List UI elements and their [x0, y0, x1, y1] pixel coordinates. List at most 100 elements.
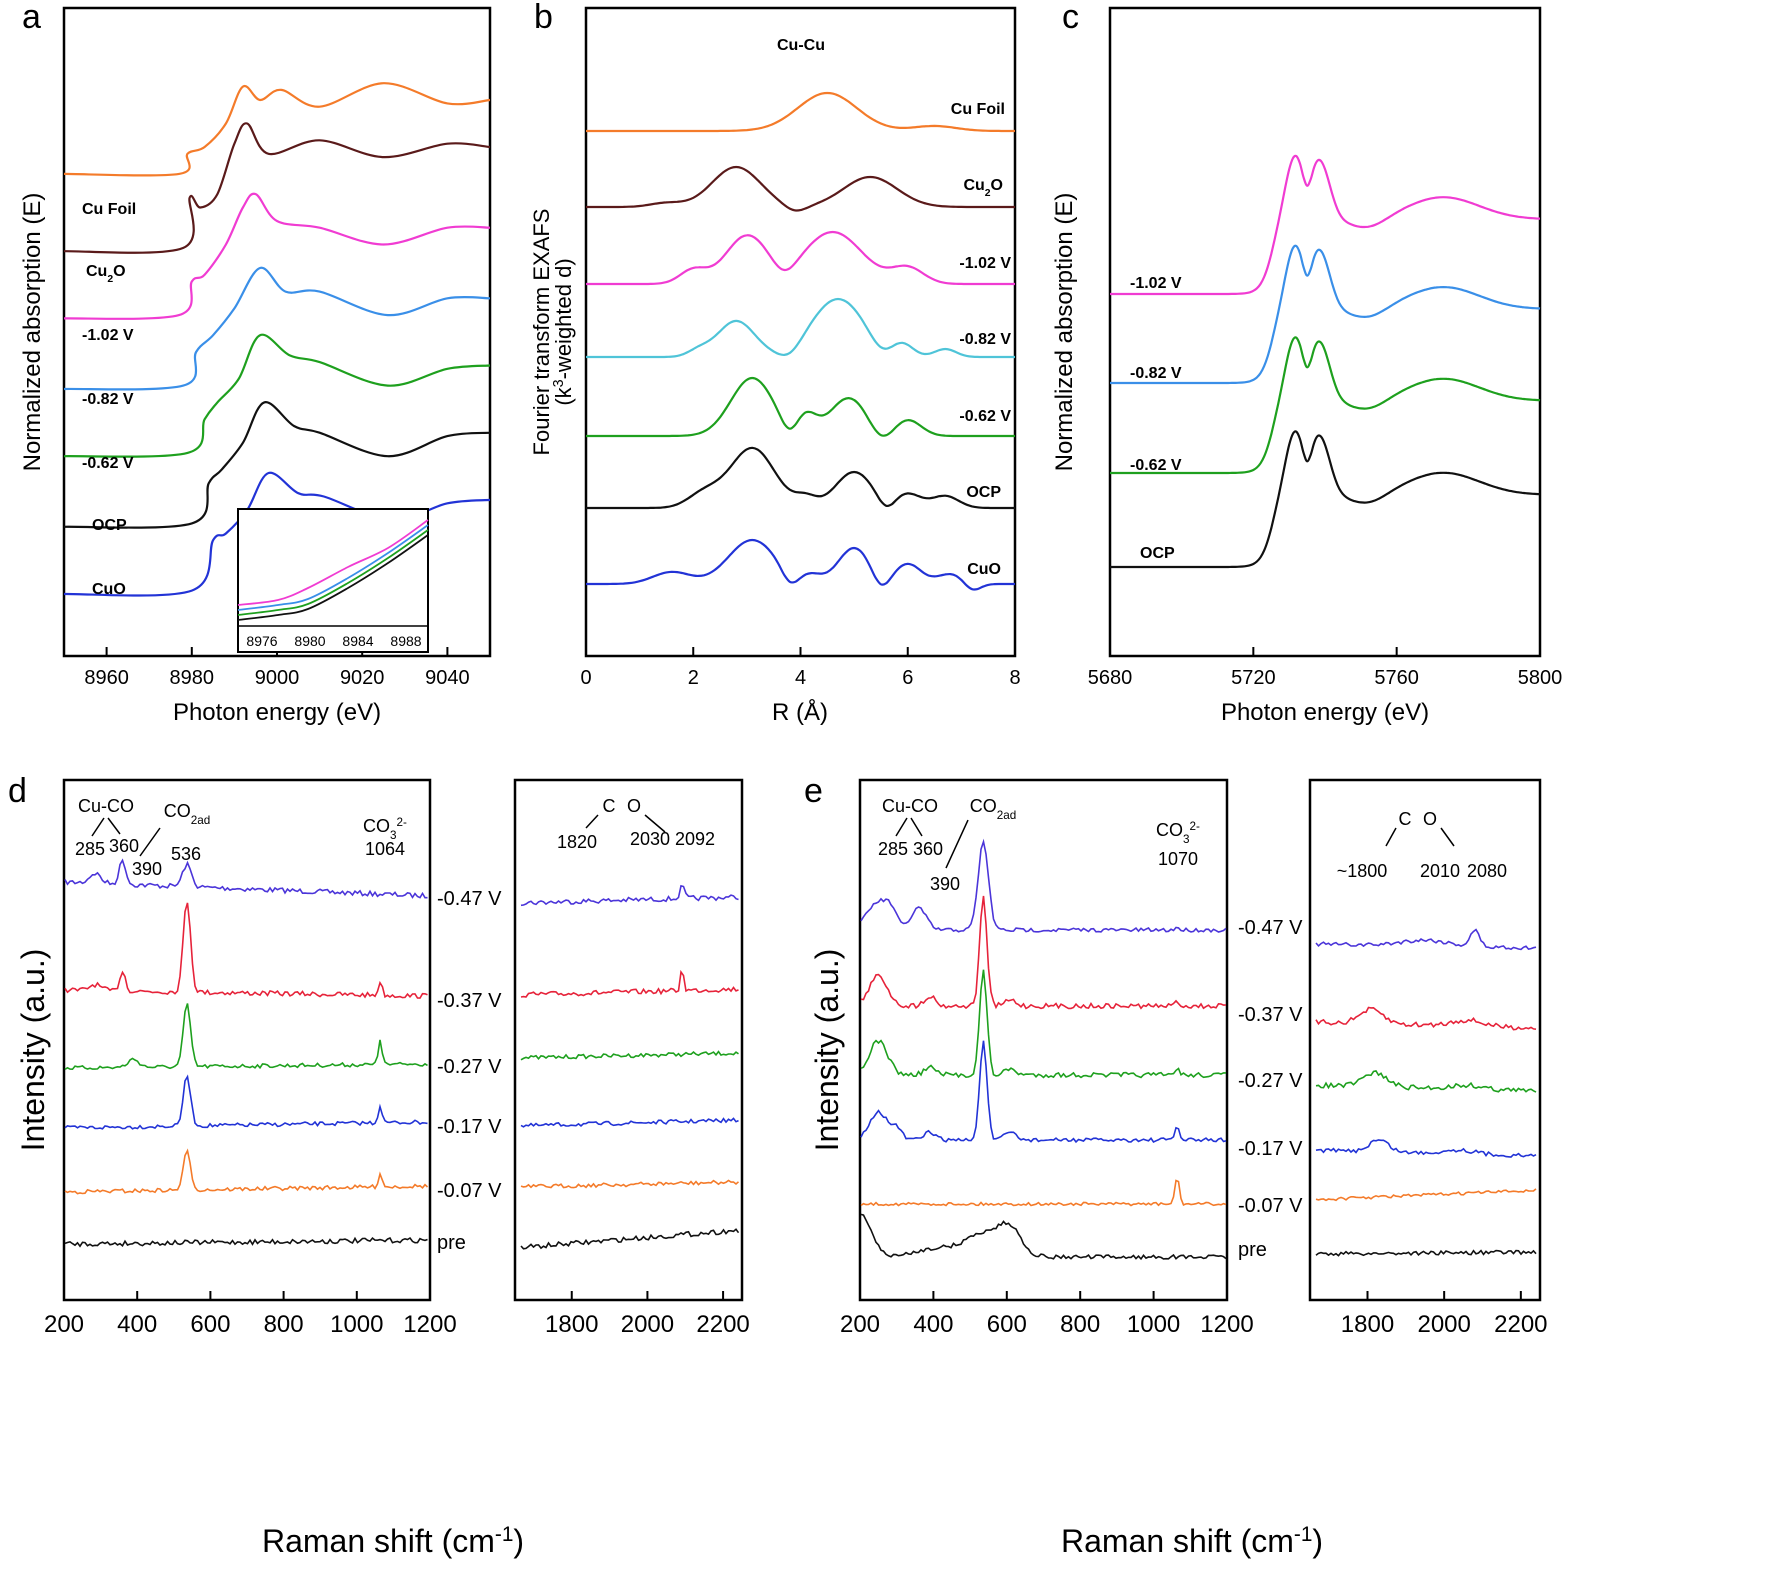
legend-label-a: CuO [92, 581, 126, 598]
panel-d-xlabel: Raman shift (cm-1) [262, 1523, 524, 1560]
axis-a-x-tick-label: 8980 [170, 667, 215, 689]
panel-d-annotation: 1820 [557, 832, 597, 852]
legend-label-c: OCP [1140, 545, 1175, 562]
panel-e-annotation-line [895, 817, 908, 837]
axis-b-x-tick-label: 0 [580, 667, 591, 689]
panel-e-series-left-0 [860, 838, 1227, 934]
annotation-b: Cu-Cu [777, 37, 825, 54]
panel-e-series-label: -0.17 V [1238, 1138, 1303, 1160]
inset-a-line-3 [237, 534, 429, 621]
panel-e-annotation: 360 [913, 839, 943, 859]
axis-a-x-tick-label: 9020 [340, 667, 385, 689]
panel-d-annotation: 536 [171, 844, 201, 864]
inset-a-frame [237, 508, 429, 653]
panel-d-annotation-line [644, 814, 666, 833]
panel-e-axis-right-tick-label: 2200 [1494, 1311, 1547, 1338]
panel-e-ylabel: Intensity (a.u.) [809, 949, 845, 1152]
series-line-b-1 [585, 165, 1015, 212]
panel-e-annotation-line [910, 817, 923, 837]
panel-d-frame-left [62, 778, 432, 1302]
axis-b-x-tick-label: 4 [795, 667, 806, 689]
panel-e-annotation: 285 [878, 839, 908, 859]
panel-d-annotation: C [603, 796, 616, 816]
panel-d-series-label: -0.17 V [437, 1116, 502, 1138]
axis-b-xlabel: R (Å) [772, 698, 828, 726]
axis-c-x-tick-label: 5760 [1374, 667, 1419, 689]
series-line-c-1 [1110, 244, 1541, 385]
panel-e-series-right-3 [1315, 1139, 1537, 1158]
panel-e-annotation: Cu-CO [882, 796, 938, 816]
panel-e-annotation: 1070 [1158, 849, 1198, 869]
panel-d-series-label: -0.47 V [437, 888, 502, 910]
panel-d-series-label: -0.07 V [437, 1180, 502, 1202]
panel-d-series-label: pre [437, 1232, 466, 1254]
panel-d-annotation: 2092 [675, 829, 715, 849]
panel-d-annotation: CO2ad [164, 801, 211, 827]
panel-d-annotation: 2030 [630, 829, 670, 849]
panel-d-axis-right-tick-label: 2200 [696, 1311, 749, 1338]
legend-label-a: -1.02 V [82, 327, 134, 344]
panel-d-series-right-2 [520, 1050, 739, 1061]
panel-d-series-right-5 [520, 1228, 740, 1250]
panel-e-series-left-4 [860, 1179, 1227, 1207]
panel-d-series-left-0 [64, 858, 428, 899]
legend-label-c: -1.02 V [1130, 275, 1182, 292]
panel-d-annotation-line [585, 814, 599, 829]
axis-b-x-tick-label: 2 [688, 667, 699, 689]
panel-d-series-left-2 [64, 1003, 428, 1071]
legend-label-b: -0.62 V [959, 408, 1011, 425]
panel-d-annotation: 285 [75, 839, 105, 859]
axis-c-x-tick-label: 5680 [1088, 667, 1133, 689]
panel-e-series-label: -0.07 V [1238, 1195, 1303, 1217]
series-line-a-5 [63, 401, 491, 529]
panel-d-letter: d [8, 772, 27, 810]
panel-e-series-right-4 [1315, 1188, 1537, 1202]
inset-a-tick-label: 8980 [294, 633, 325, 649]
legend-label-b: CuO [967, 561, 1001, 578]
panel-e-annotation: ~1800 [1337, 861, 1388, 881]
panel-e-letter: e [804, 772, 823, 810]
panel-d-axis-left-tick-label: 200 [44, 1311, 84, 1338]
panel-e-annotation: O [1423, 809, 1437, 829]
axis-b-ylabel-1: Fourier transform EXAFS [529, 209, 554, 456]
panel-d-series-right-0 [520, 884, 739, 907]
legend-label-c: -0.62 V [1130, 457, 1182, 474]
panel-e-series-left-2 [860, 969, 1226, 1079]
legend-label-a: -0.62 V [82, 455, 134, 472]
panel-d-annotation: 390 [132, 859, 162, 879]
panel-d-series-right-3 [520, 1117, 739, 1128]
panel-d-annotation: Cu-CO [78, 796, 134, 816]
panel-e-axis-left-tick-label: 400 [913, 1311, 953, 1338]
panel-d-annotation-line [107, 817, 121, 835]
series-line-a-2 [63, 192, 491, 320]
panel-e-axis-left-tick-label: 200 [840, 1311, 880, 1338]
series-line-b-6 [586, 538, 1015, 591]
series-line-a-3 [63, 266, 491, 391]
series-line-c-0 [1109, 154, 1541, 296]
legend-label-b: OCP [966, 484, 1001, 501]
axis-b-x-tick-label: 8 [1009, 667, 1020, 689]
panel-e-axis-right-tick-label: 2000 [1417, 1311, 1470, 1338]
panel-d-axis-right-tick-label: 2000 [621, 1311, 674, 1338]
series-line-b-2 [586, 230, 1015, 286]
axis-a-x-tick-label: 8960 [84, 667, 129, 689]
axis-b-ylabel-2: (k3-weighted d) [551, 258, 576, 405]
axis-a-xlabel: Photon energy (eV) [173, 699, 381, 726]
panel-d-annotation: CO32- [363, 816, 407, 842]
panel-d-axis-left-tick-label: 800 [264, 1311, 304, 1338]
panel-e-annotation: 2080 [1467, 861, 1507, 881]
panel-d-annotation-line [91, 817, 105, 837]
legend-label-b: -1.02 V [959, 255, 1011, 272]
series-line-c-2 [1110, 336, 1541, 475]
legend-label-b: -0.82 V [959, 331, 1011, 348]
panel-d-series-left-4 [64, 1148, 429, 1195]
panel-e-axis-right-tick-label: 1800 [1341, 1311, 1394, 1338]
panel-e-series-label: pre [1238, 1239, 1267, 1261]
panel-d-frame-right [513, 778, 744, 1302]
panel-e-annotation-line [1440, 827, 1455, 847]
panel-e-axis-left-tick-label: 1000 [1127, 1311, 1180, 1338]
legend-label-b: Cu2O [963, 177, 1003, 199]
panel-d-axis-right-tick-label: 1800 [545, 1311, 598, 1338]
panel-d-series-left-3 [64, 1074, 428, 1130]
panel-d-axis-left-tick-label: 600 [190, 1311, 230, 1338]
